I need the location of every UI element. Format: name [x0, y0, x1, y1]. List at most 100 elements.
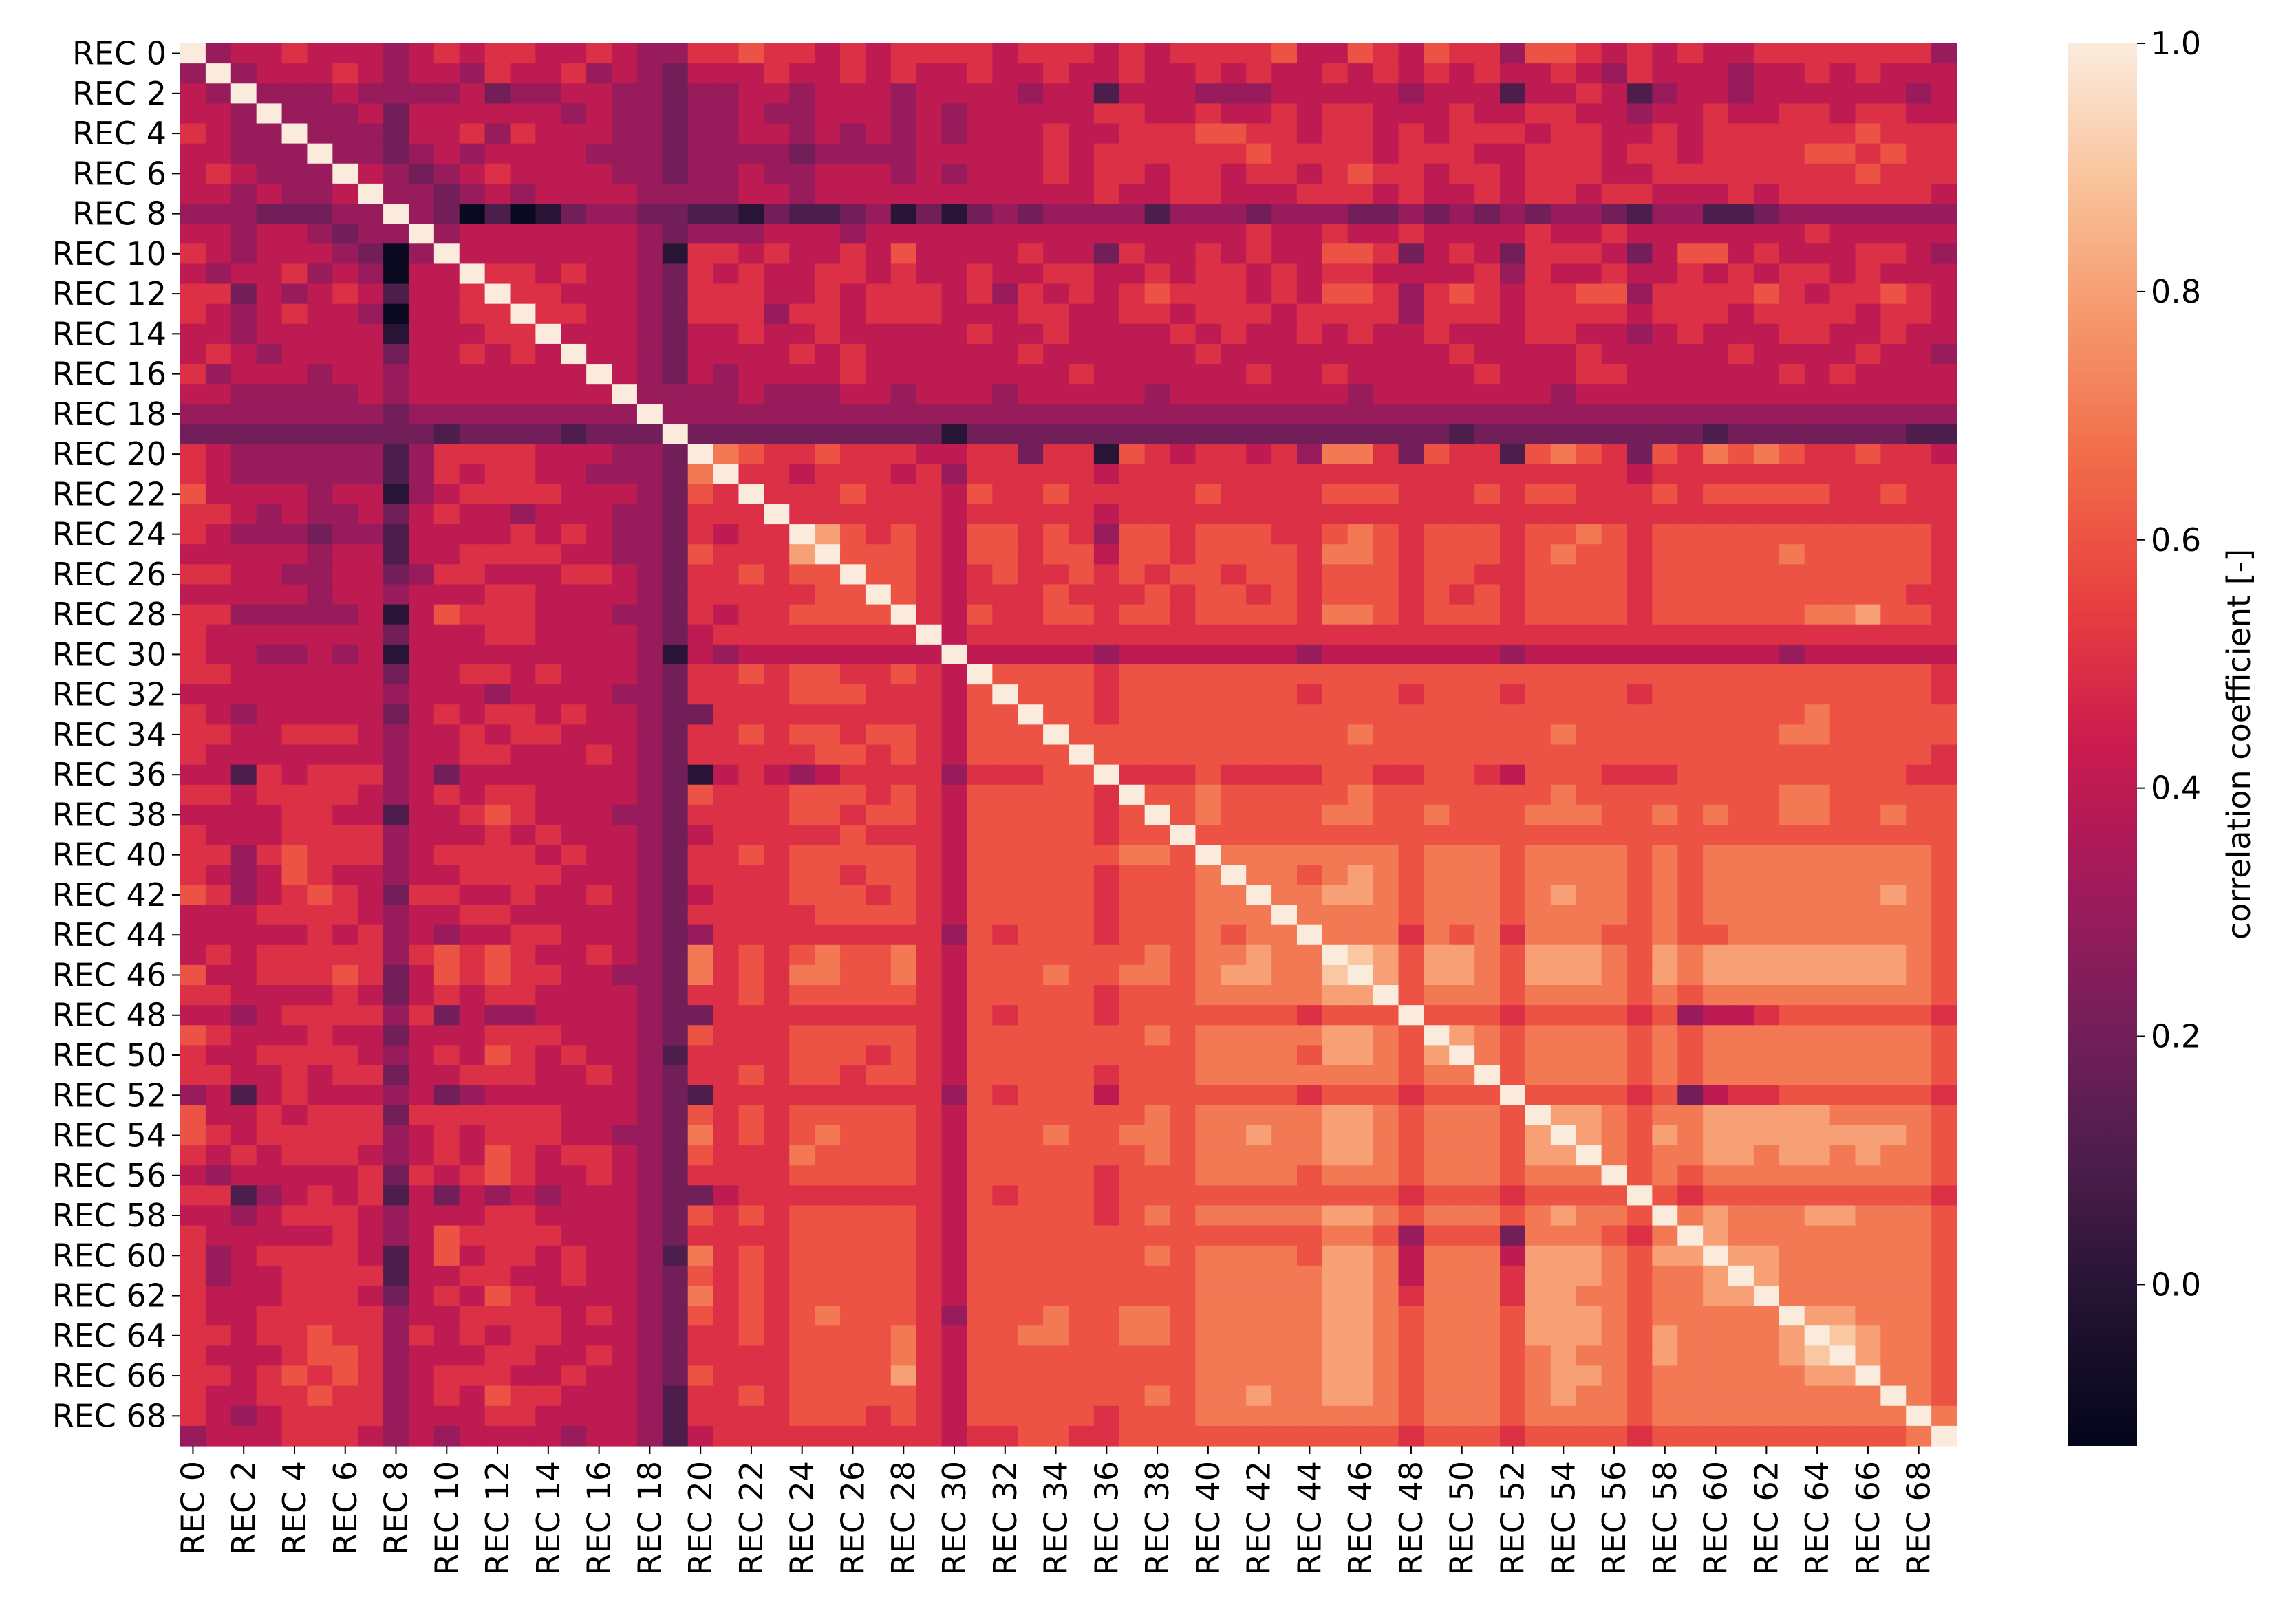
cell — [1880, 764, 1907, 786]
cell — [1347, 764, 1374, 786]
cell — [307, 1185, 333, 1206]
cell — [1601, 1365, 1628, 1387]
cell — [1779, 484, 1805, 505]
cell — [180, 163, 206, 184]
cell — [1119, 1365, 1146, 1387]
cell — [1474, 1425, 1501, 1447]
cell — [1500, 43, 1526, 64]
cell — [1779, 1205, 1805, 1226]
cell — [1221, 905, 1247, 926]
cell — [1322, 283, 1349, 305]
cell — [535, 604, 561, 625]
cell — [1804, 624, 1831, 645]
cell — [307, 544, 333, 565]
cell — [840, 43, 866, 64]
cell — [383, 1125, 409, 1146]
cell — [1703, 1005, 1729, 1026]
cell — [1069, 163, 1095, 184]
cell — [1018, 404, 1044, 425]
cell — [1601, 444, 1628, 465]
cell — [764, 1285, 790, 1306]
cell — [662, 1265, 689, 1286]
cell — [1018, 1265, 1044, 1286]
cell — [1703, 404, 1729, 425]
cell — [510, 905, 536, 926]
cell — [865, 1365, 892, 1387]
cell — [1525, 905, 1552, 926]
cell — [1550, 744, 1577, 766]
cell — [662, 664, 689, 685]
cell — [307, 1105, 333, 1126]
cell — [1677, 1325, 1704, 1346]
cell — [1906, 1185, 1932, 1206]
cell — [1525, 804, 1552, 825]
cell — [256, 43, 283, 64]
cell — [865, 1085, 892, 1106]
cell — [764, 303, 790, 325]
cell — [1576, 985, 1602, 1006]
cell — [484, 964, 511, 986]
cell — [1601, 905, 1628, 926]
cell — [1829, 1185, 1856, 1206]
cell — [1322, 764, 1349, 786]
cell — [535, 885, 561, 906]
cell — [840, 204, 866, 224]
cell — [1550, 1245, 1577, 1266]
cell — [535, 1325, 561, 1346]
cell — [967, 1365, 993, 1387]
cell — [1246, 1306, 1272, 1326]
cell — [1119, 1005, 1146, 1026]
cell — [687, 283, 714, 305]
cell — [687, 1165, 714, 1186]
cell — [1474, 343, 1501, 365]
x-tick-label: REC 2 — [225, 1461, 262, 1555]
cell — [433, 1405, 460, 1427]
cell — [612, 1065, 638, 1086]
cell — [1652, 684, 1678, 705]
cell — [992, 985, 1018, 1006]
cell — [687, 644, 714, 665]
cell — [281, 1285, 308, 1306]
cell — [484, 1145, 511, 1166]
cell — [1677, 1005, 1704, 1026]
cell — [815, 1045, 841, 1066]
cell — [1424, 163, 1450, 184]
cell — [281, 323, 308, 345]
cell — [1576, 243, 1602, 265]
cell — [1347, 804, 1374, 825]
cell — [205, 944, 232, 966]
cell — [1855, 964, 1881, 986]
cell — [408, 825, 435, 845]
cell — [713, 804, 740, 825]
cell — [941, 204, 968, 224]
cell — [1703, 163, 1729, 184]
cell — [1601, 163, 1628, 184]
cell — [180, 1025, 206, 1046]
cell — [890, 1125, 917, 1146]
cell — [1576, 584, 1602, 605]
cell — [1728, 1065, 1754, 1086]
cell — [1703, 303, 1729, 325]
cell — [1347, 204, 1374, 224]
cell — [459, 764, 486, 786]
y-tick-label: REC 0 — [72, 35, 167, 72]
cell — [256, 1185, 283, 1206]
cell — [180, 684, 206, 705]
cell — [256, 123, 283, 144]
cell — [713, 1385, 740, 1407]
cell — [916, 584, 943, 605]
cell — [484, 303, 511, 325]
cell — [561, 624, 587, 645]
cell — [281, 744, 308, 766]
cell — [1550, 664, 1577, 685]
cell — [256, 905, 283, 926]
cell — [459, 664, 486, 685]
cell — [1449, 544, 1475, 565]
cell — [1144, 664, 1171, 685]
cell — [1424, 1125, 1450, 1146]
cell — [636, 504, 663, 525]
cell — [992, 845, 1018, 865]
cell — [1779, 1005, 1805, 1026]
cell — [1271, 283, 1298, 305]
cell — [636, 1105, 663, 1126]
